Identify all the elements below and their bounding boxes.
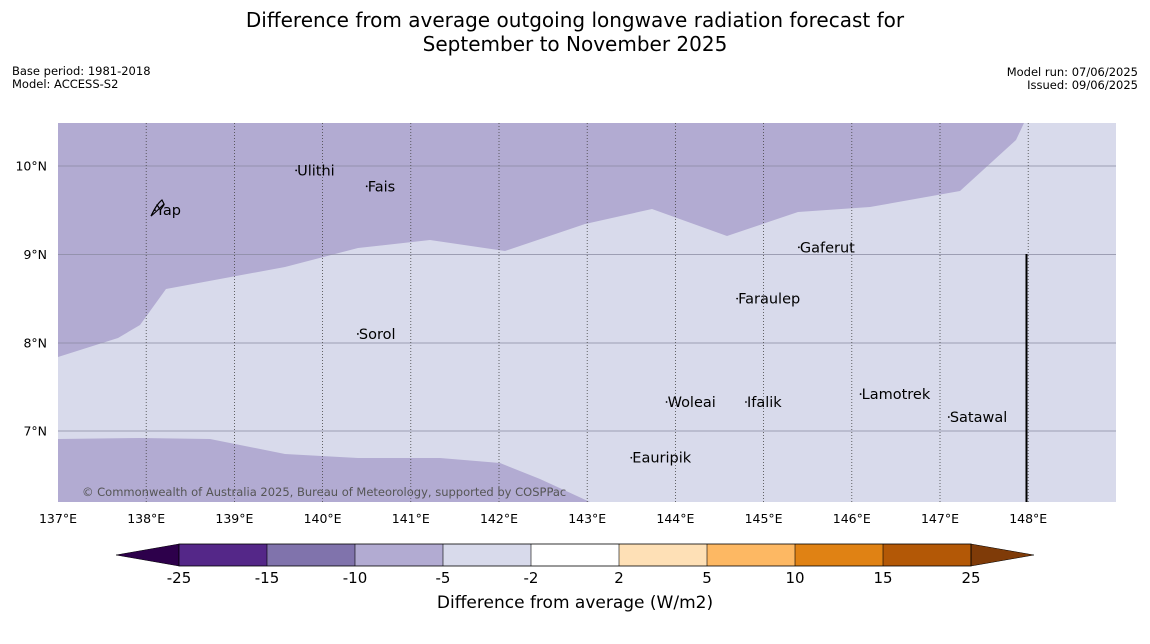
longitude-tick-label: 141°E	[392, 511, 430, 526]
place-marker	[154, 209, 156, 212]
latitude-tick-label: 7°N	[23, 424, 47, 439]
yap-island	[150, 199, 165, 217]
place-marker	[797, 246, 800, 249]
longitude-tick-label: 147°E	[921, 511, 959, 526]
place-labels: Yap Ulithi Fais Gaferut Faraulep Sorol Lamotre…	[154, 163, 1007, 467]
base-period-text: Base period: 1981-2018	[12, 64, 151, 78]
place-marker	[630, 456, 633, 459]
place-label: Satawal	[950, 410, 1007, 426]
place-label: Gaferut	[800, 240, 855, 256]
longitude-tick-label: 144°E	[656, 511, 694, 526]
colorbar-tick-label: -10	[343, 569, 368, 587]
region-north-minus10-to-minus5	[58, 123, 1024, 357]
longitude-labels: 137°E 138°E 139°E 140°E 141°E 142°E 143°E 144°E…	[39, 511, 1047, 526]
colorbar-tick-label: -15	[255, 569, 280, 587]
place-label: Sorol	[359, 327, 396, 343]
base-info: Base period: 1981-2018 Model: ACCESS-S2	[12, 65, 151, 91]
map-title: Difference from average outgoing longwav…	[0, 8, 1150, 56]
longitude-tick-label: 142°E	[480, 511, 518, 526]
colorbar-labels: -25 -15 -10 -5 -2 2 5 10 15 25	[167, 569, 981, 587]
colorbar-tick-label: 10	[785, 569, 804, 587]
place-marker	[365, 185, 368, 188]
colorbar-bin	[531, 544, 619, 566]
place-marker	[947, 416, 950, 418]
place-label: Ifalik	[747, 395, 782, 411]
title-line-2: September to November 2025	[422, 32, 728, 56]
latitude-tick-label: 10°N	[15, 159, 47, 174]
region-south-minus10-to-minus5	[58, 438, 590, 502]
longitude-tick-label: 145°E	[745, 511, 783, 526]
model-run-text: Model run: 07/06/2025	[1006, 65, 1138, 79]
place-marker	[736, 297, 739, 300]
title-line-1: Difference from average outgoing longwav…	[245, 8, 905, 32]
place-label: Faraulep	[738, 292, 800, 308]
place-label: Ulithi	[297, 163, 335, 179]
colorbar-bin	[619, 544, 707, 566]
place-marker	[356, 333, 359, 335]
place-marker	[665, 401, 668, 403]
colorbar-bin	[883, 544, 971, 566]
colorbar-high-extension	[970, 543, 1035, 567]
latitude-labels: 10°N 9°N 8°N 7°N	[15, 159, 47, 439]
colorbar-bin	[355, 544, 443, 566]
place-label: Lamotrek	[862, 387, 931, 403]
colorbar-bin	[443, 544, 531, 566]
longitude-tick-label: 137°E	[39, 511, 77, 526]
colorbar-tick-label: 5	[702, 569, 712, 587]
place-marker	[295, 169, 298, 172]
issued-text: Issued: 09/06/2025	[1027, 78, 1138, 92]
colorbar-tick-label: -25	[167, 569, 192, 587]
longitude-gridlines	[145, 123, 1029, 502]
colorbar-tick-label: 2	[614, 569, 624, 587]
model-text: Model: ACCESS-S2	[12, 77, 119, 91]
place-label: Fais	[368, 179, 395, 195]
colorbar-bin	[179, 544, 267, 566]
place-marker	[859, 393, 862, 395]
colorbar-outline	[178, 543, 972, 567]
latitude-tick-label: 8°N	[23, 335, 47, 350]
longitude-tick-label: 138°E	[127, 511, 165, 526]
place-label: Woleai	[668, 395, 716, 411]
longitude-tick-label: 140°E	[304, 511, 342, 526]
longitude-tick-label: 143°E	[568, 511, 606, 526]
place-label: Eauripik	[632, 451, 691, 467]
colorbar-bin	[795, 544, 883, 566]
colorbar-dividers	[266, 544, 884, 566]
longitude-tick-label: 146°E	[833, 511, 871, 526]
colorbar: -25 -15 -10 -5 -2 2 5 10 15 25	[115, 543, 1035, 587]
run-info: Model run: 07/06/2025 Issued: 09/06/2025	[1007, 66, 1138, 92]
colorbar-tick-label: -5	[436, 569, 451, 587]
place-label: Yap	[155, 203, 181, 219]
colorbar-tick-label: 25	[961, 569, 980, 587]
colorbar-tick-label: -2	[524, 569, 539, 587]
longitude-tick-label: 148°E	[1009, 511, 1047, 526]
colorbar-low-extension	[115, 543, 180, 567]
longitude-tick-label: 139°E	[215, 511, 253, 526]
colorbar-bin	[707, 544, 795, 566]
colorbar-tick-label: 15	[873, 569, 892, 587]
place-marker	[745, 401, 747, 403]
copyright-text: © Commonwealth of Australia 2025, Bureau…	[82, 485, 566, 499]
latitude-tick-label: 9°N	[23, 247, 47, 262]
colorbar-bin	[267, 544, 355, 566]
map-area: Yap Ulithi Fais Gaferut Faraulep Sorol Lamotre…	[58, 123, 1116, 502]
colorbar-title: Difference from average (W/m2)	[436, 593, 714, 613]
